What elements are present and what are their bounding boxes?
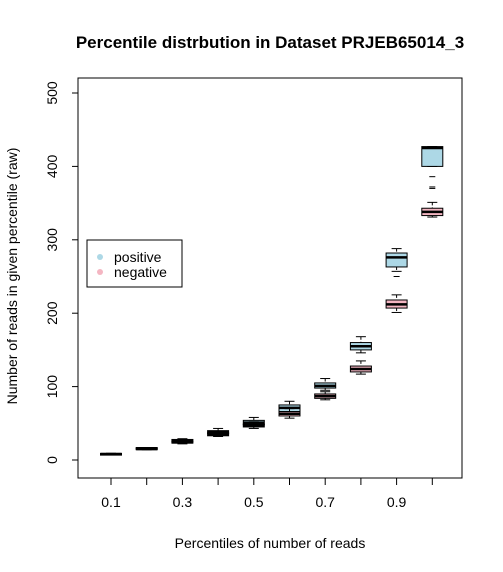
x-tick-label: 0.1 [101, 494, 121, 510]
box-positive [385, 248, 408, 277]
x-axis: 0.1 0.3 0.5 0.7 0.9 [101, 478, 433, 510]
y-tick-label: 200 [44, 301, 60, 325]
box-iqr [421, 146, 444, 167]
legend-marker-positive [97, 254, 103, 260]
x-axis-label: Percentiles of number of reads [175, 535, 366, 551]
y-tick-label: 100 [44, 375, 60, 399]
legend-label-negative: negative [114, 264, 167, 280]
box-negative [135, 447, 158, 451]
box-positive [349, 336, 372, 354]
y-tick-label: 300 [44, 228, 60, 252]
x-tick-label: 0.9 [387, 494, 407, 510]
box-positive [421, 146, 444, 189]
box-negative [171, 439, 194, 445]
chart-title: Percentile distrbution in Dataset PRJEB6… [76, 33, 464, 52]
box-negative [207, 430, 230, 438]
legend-marker-negative [97, 269, 103, 275]
box-negative [100, 452, 122, 456]
box-negative [314, 391, 337, 401]
legend: positive negative [86, 239, 183, 288]
y-axis: 0 100 200 300 400 500 [44, 81, 78, 464]
box-positive [314, 378, 337, 391]
x-tick-label: 0.3 [173, 494, 193, 510]
box-negative [242, 421, 265, 429]
plot-frame [77, 77, 463, 479]
y-tick-label: 0 [44, 456, 60, 464]
box-groups [100, 146, 444, 456]
legend-label-positive: positive [114, 249, 162, 265]
y-tick-label: 500 [44, 81, 60, 105]
y-tick-label: 400 [44, 155, 60, 179]
x-tick-label: 0.5 [244, 494, 264, 510]
x-tick-label: 0.7 [315, 494, 335, 510]
box-negative [385, 294, 408, 313]
legend-box [86, 239, 183, 288]
box-negative [349, 360, 372, 375]
box-iqr [385, 252, 408, 268]
box-negative [421, 201, 444, 218]
box-negative [278, 408, 301, 419]
y-axis-label: Number of reads in given percentile (raw… [4, 148, 20, 405]
